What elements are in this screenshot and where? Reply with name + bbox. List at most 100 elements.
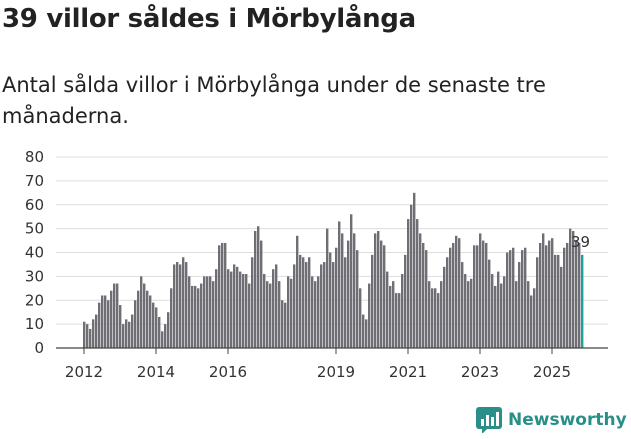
bar [158,316,161,348]
brand-logo[interactable]: Newsworthy [476,405,627,435]
bar [284,302,287,348]
bar [155,307,158,348]
bar [152,302,155,348]
last-value-label: 39 [571,233,590,251]
bar [368,283,371,348]
bar [473,245,476,348]
bar [290,278,293,348]
bar [413,192,416,348]
bar [401,273,404,348]
y-axis: 0 10 20 30 40 50 60 70 80 [25,148,44,357]
bar [179,264,182,348]
bar [116,283,119,348]
y-tick-label: 0 [34,339,44,357]
bar [215,269,218,348]
bar [272,269,275,348]
bar [338,221,341,348]
bar [398,293,401,348]
bar [356,250,359,348]
bar [146,290,149,348]
bar [434,288,437,348]
bar [104,295,107,348]
bar [404,254,407,348]
bar [260,240,263,348]
y-tick-label: 20 [25,291,44,309]
bar [347,240,350,348]
bar [125,319,128,348]
bar [392,281,395,348]
bar [374,233,377,348]
bar [395,293,398,348]
bar [554,254,557,348]
bar [221,242,224,348]
chart-subtitle: Antal sålda villor i Mörbylånga under de… [2,73,546,128]
bar [83,321,86,348]
x-tick-label: 2021 [389,363,427,380]
bar [494,285,497,348]
bar [551,238,554,348]
bar [350,214,353,348]
bar [182,257,185,348]
bar [305,262,308,348]
bar [341,233,344,348]
bar [443,266,446,348]
bar [185,262,188,348]
bar [389,285,392,348]
bar [491,273,494,348]
bar [416,219,419,348]
brand-name: Newsworthy [508,410,627,430]
x-axis: 2012 2014 2016 2019 2021 2023 2025 [56,347,608,380]
bar [212,281,215,348]
bar [320,264,323,348]
annotations: 39 [571,233,590,251]
bar [377,231,380,348]
bar [164,324,167,348]
bar [533,288,536,348]
bar [245,273,248,348]
bar [293,264,296,348]
bar [218,245,221,348]
bar [581,254,584,348]
bar [242,273,245,348]
bar [275,264,278,348]
bar [383,245,386,348]
bar [476,245,479,348]
bar [566,242,569,348]
bar [509,250,512,348]
bar [317,276,320,348]
bar [173,264,176,348]
bar [362,314,365,348]
bar [137,290,140,348]
bar [278,281,281,348]
bar [569,228,572,348]
bar [194,285,197,348]
bar [281,300,284,348]
y-tick-label: 60 [25,196,44,214]
bar [323,262,326,348]
bar [251,257,254,348]
bar [461,262,464,348]
bar [206,276,209,348]
bar [314,281,317,348]
bar [299,254,302,348]
bar [503,276,506,348]
bar [482,240,485,348]
bar [149,295,152,348]
bar [200,283,203,348]
bar [236,266,239,348]
bar [410,204,413,348]
bar [497,271,500,348]
chart-title: 39 villor såldes i Mörbylånga [2,4,416,34]
bar [512,247,515,348]
bar [440,281,443,348]
bar [578,242,581,348]
bar [563,247,566,348]
x-tick-label: 2012 [65,363,103,380]
bar [188,276,191,348]
bar [140,276,143,348]
bar [101,295,104,348]
bar [539,242,542,348]
bar [449,247,452,348]
x-tick-label: 2014 [137,363,175,380]
